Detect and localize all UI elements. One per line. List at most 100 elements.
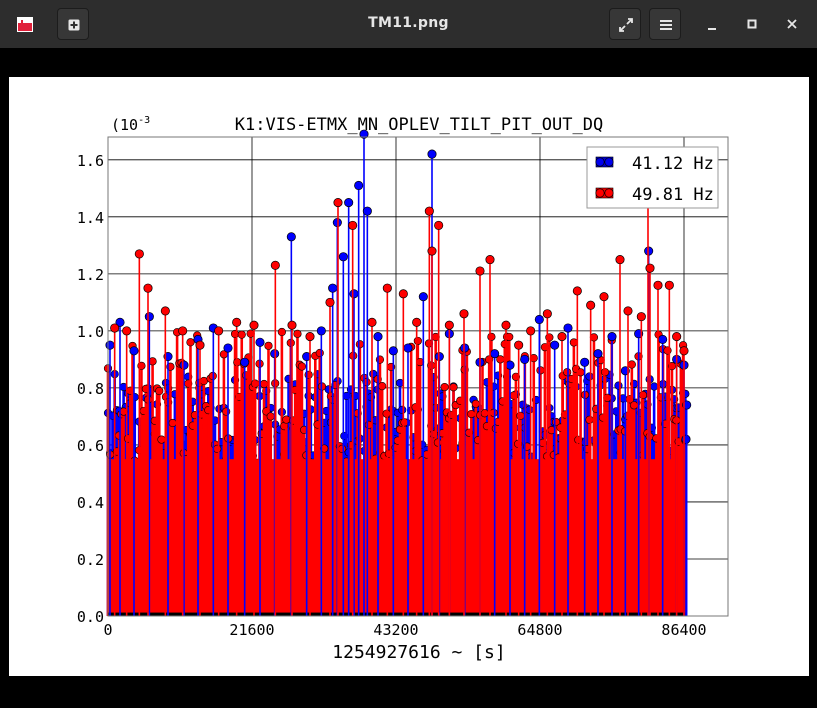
data-point [505, 360, 515, 370]
data-point [134, 249, 144, 259]
minimize-button[interactable] [696, 8, 728, 40]
data-point [232, 317, 242, 327]
data-point [653, 280, 663, 290]
data-point [550, 340, 560, 350]
data-point [475, 266, 485, 276]
data-point [382, 283, 392, 293]
legend-label-49hz: 49.81 Hz [632, 185, 714, 205]
data-point [572, 286, 582, 296]
point-bulk [266, 412, 275, 421]
point-bulk [259, 379, 269, 389]
x-axis-label: 1254927616 ~ [s] [332, 642, 505, 663]
point-bulk [449, 383, 458, 392]
legend-marker-49hz-b [604, 188, 614, 198]
fullscreen-button[interactable] [609, 8, 641, 40]
data-point [338, 252, 348, 262]
fullscreen-icon [619, 18, 633, 32]
data-bulk [103, 327, 690, 616]
menu-icon [660, 20, 672, 30]
point-bulk [563, 368, 572, 377]
y-exponent-label: (10-3 [111, 115, 150, 134]
data-point [412, 317, 422, 327]
new-tab-button[interactable] [57, 8, 89, 40]
data-point [424, 206, 434, 216]
minimize-icon [708, 28, 716, 30]
point-bulk [467, 409, 476, 419]
app-icon [17, 17, 33, 32]
chart: 0 21600 43200 64800 86400 0.0 0.2 0.4 0.6 0.8 1.0 1… [77, 115, 729, 663]
point-bulk [398, 405, 407, 414]
data-point [105, 340, 115, 350]
y-tick-label: 1.0 [77, 323, 104, 341]
data-point [367, 317, 377, 327]
point-bulk [516, 411, 525, 420]
data-point [160, 306, 170, 316]
close-button[interactable] [776, 8, 808, 40]
title-bar: TM11.png [0, 0, 817, 49]
point-bulk [222, 407, 231, 416]
point-bulk [315, 348, 324, 358]
point-bulk [629, 401, 639, 410]
data-point [514, 340, 524, 350]
data-point [122, 326, 132, 336]
data-point [305, 332, 315, 342]
data-point [520, 354, 530, 364]
point-bulk [155, 386, 164, 396]
point-bulk [627, 360, 636, 369]
menu-button[interactable] [649, 8, 681, 40]
maximize-button[interactable] [736, 8, 768, 40]
y-tick-label: 0.2 [77, 551, 104, 569]
plot-frame [107, 136, 729, 617]
data-point [328, 283, 338, 293]
point-bulk [378, 382, 387, 391]
y-tick-label: 1.6 [77, 152, 104, 170]
data-point [270, 260, 280, 270]
point-bulk [489, 408, 498, 417]
point-bulk [251, 379, 260, 388]
data-point [110, 323, 120, 333]
data-point [388, 346, 398, 356]
point-bulk [293, 329, 302, 338]
data-point [144, 312, 154, 322]
y-tick-label: 0.8 [77, 380, 104, 398]
y-exponent-base: (10 [111, 116, 138, 134]
data-point [557, 332, 567, 342]
legend-marker-41hz-b [604, 157, 614, 167]
data-point [485, 255, 495, 265]
data-point [501, 320, 511, 330]
data-point [223, 343, 233, 353]
data-point [354, 180, 364, 191]
point-bulk [511, 372, 521, 381]
data-point [672, 332, 682, 342]
point-bulk [213, 444, 222, 453]
data-point [348, 220, 358, 230]
data-point [302, 351, 312, 362]
data-point [129, 346, 139, 356]
data-point [534, 314, 544, 325]
point-bulk [355, 340, 364, 349]
point-bulk [264, 341, 273, 350]
data-point [418, 292, 428, 302]
data-point [333, 198, 343, 208]
point-bulk [320, 444, 329, 453]
point-bulk [157, 435, 166, 444]
x-tick-label: 86400 [661, 621, 706, 639]
maximize-icon [747, 19, 757, 29]
point-bulk [297, 362, 307, 371]
y-tick-label: 1.4 [77, 209, 104, 227]
point-bulk [663, 346, 672, 355]
data-point [398, 289, 408, 299]
data-point [403, 343, 413, 353]
x-tick-label: 0 [103, 621, 112, 639]
window-title: TM11.png [368, 15, 449, 31]
data-point [316, 326, 326, 336]
new-tab-icon [68, 19, 80, 31]
data-point [255, 337, 265, 347]
data-point [444, 320, 454, 330]
data-point [427, 149, 437, 159]
data-point [359, 129, 369, 139]
point-bulk [650, 382, 659, 391]
data-point [563, 323, 573, 333]
data-point [179, 360, 189, 370]
point-bulk [413, 336, 422, 346]
